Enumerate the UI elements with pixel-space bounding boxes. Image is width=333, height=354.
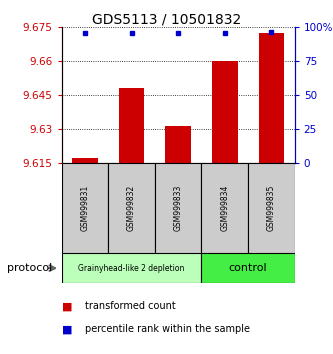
Text: transformed count: transformed count xyxy=(85,301,176,311)
Text: GSM999834: GSM999834 xyxy=(220,185,229,231)
Text: GSM999835: GSM999835 xyxy=(267,185,276,231)
Bar xyxy=(62,253,201,283)
Bar xyxy=(108,163,155,253)
Bar xyxy=(119,88,144,163)
Text: control: control xyxy=(229,263,267,273)
Bar xyxy=(72,158,98,163)
Text: GSM999831: GSM999831 xyxy=(80,185,90,231)
Bar xyxy=(62,163,108,253)
Text: percentile rank within the sample: percentile rank within the sample xyxy=(85,324,250,334)
Text: protocol: protocol xyxy=(7,263,52,273)
Bar xyxy=(165,126,191,163)
Text: ■: ■ xyxy=(62,301,72,311)
Bar xyxy=(155,163,201,253)
Bar xyxy=(258,33,284,163)
Text: GDS5113 / 10501832: GDS5113 / 10501832 xyxy=(92,12,241,27)
Bar xyxy=(212,61,237,163)
Text: ■: ■ xyxy=(62,324,72,334)
Bar xyxy=(201,163,248,253)
Text: GSM999832: GSM999832 xyxy=(127,185,136,231)
Bar xyxy=(248,163,295,253)
Text: Grainyhead-like 2 depletion: Grainyhead-like 2 depletion xyxy=(78,264,185,273)
Text: GSM999833: GSM999833 xyxy=(173,185,183,231)
Bar xyxy=(201,253,295,283)
